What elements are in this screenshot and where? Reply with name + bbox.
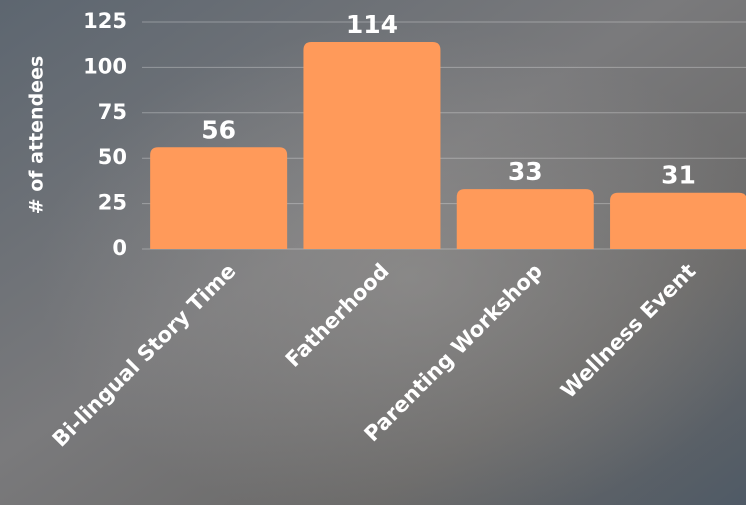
bar (150, 147, 287, 249)
y-tick-label: 100 (83, 54, 127, 78)
bar (457, 189, 594, 249)
value-label: 56 (201, 115, 236, 144)
y-tick-label: 25 (98, 191, 127, 215)
y-tick-label: 125 (83, 9, 127, 33)
value-label: 114 (346, 10, 398, 39)
y-axis-title: # of attendees (26, 56, 48, 215)
chart: # of attendees 025507510012556Bi-lingual… (0, 0, 746, 505)
bar (303, 42, 440, 249)
value-label: 31 (661, 161, 696, 190)
bar (610, 193, 746, 249)
value-label: 33 (508, 157, 543, 186)
y-tick-label: 50 (98, 145, 127, 169)
y-tick-label: 75 (98, 100, 127, 124)
y-tick-label: 0 (112, 236, 127, 260)
